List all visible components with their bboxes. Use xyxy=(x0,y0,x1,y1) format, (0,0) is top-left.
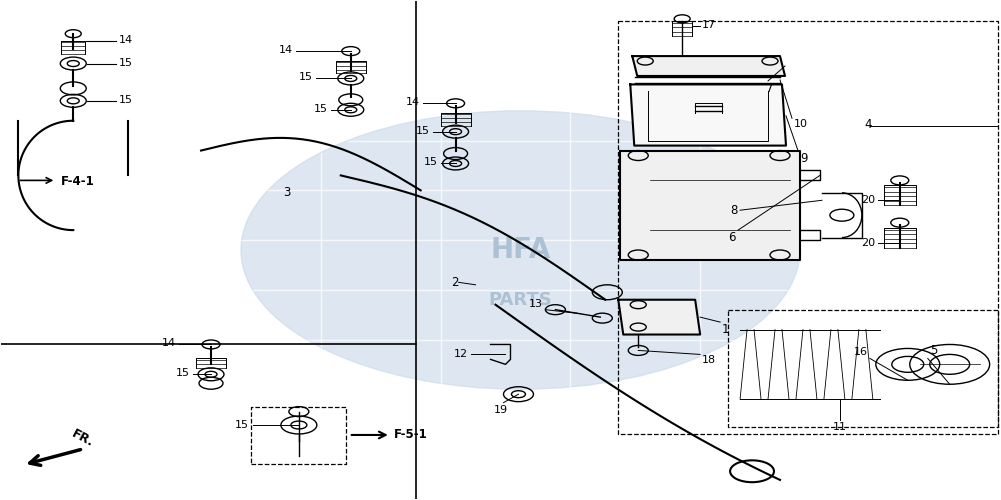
Text: 9: 9 xyxy=(800,152,808,164)
Text: 12: 12 xyxy=(453,350,467,360)
Text: 3: 3 xyxy=(283,186,290,200)
Text: 18: 18 xyxy=(702,356,717,366)
Text: 14: 14 xyxy=(278,45,293,55)
Text: 10: 10 xyxy=(794,119,808,129)
Text: 15: 15 xyxy=(119,95,133,105)
Text: 6: 6 xyxy=(729,231,736,244)
Text: 4: 4 xyxy=(864,118,872,131)
Text: 13: 13 xyxy=(529,298,543,308)
Text: 7: 7 xyxy=(767,82,774,95)
Text: 15: 15 xyxy=(423,158,437,168)
Text: 20: 20 xyxy=(861,196,875,205)
Text: 17: 17 xyxy=(702,20,717,30)
Text: 2: 2 xyxy=(451,276,458,289)
Text: 15: 15 xyxy=(415,126,429,136)
Text: 15: 15 xyxy=(313,104,327,114)
Text: HFA: HFA xyxy=(490,236,551,264)
Text: 16: 16 xyxy=(854,348,868,358)
Text: 15: 15 xyxy=(119,58,133,68)
Text: PARTS: PARTS xyxy=(488,290,553,308)
Text: F-4-1: F-4-1 xyxy=(61,175,95,188)
Text: 15: 15 xyxy=(299,72,313,83)
Text: F-5-1: F-5-1 xyxy=(393,428,427,442)
Text: 19: 19 xyxy=(493,405,508,415)
Text: 14: 14 xyxy=(405,98,419,108)
Text: 5: 5 xyxy=(930,344,937,358)
Text: 15: 15 xyxy=(176,368,190,378)
Polygon shape xyxy=(619,300,700,334)
Polygon shape xyxy=(633,56,785,76)
Polygon shape xyxy=(621,150,800,260)
Text: 20: 20 xyxy=(861,238,875,248)
Text: 11: 11 xyxy=(833,422,847,432)
Polygon shape xyxy=(631,84,786,146)
Text: 15: 15 xyxy=(235,420,249,430)
Text: 14: 14 xyxy=(162,338,176,348)
Circle shape xyxy=(241,111,800,389)
Text: 14: 14 xyxy=(119,35,133,45)
Text: 1: 1 xyxy=(722,323,730,336)
Text: 8: 8 xyxy=(731,204,738,216)
Text: FR.: FR. xyxy=(69,428,96,450)
